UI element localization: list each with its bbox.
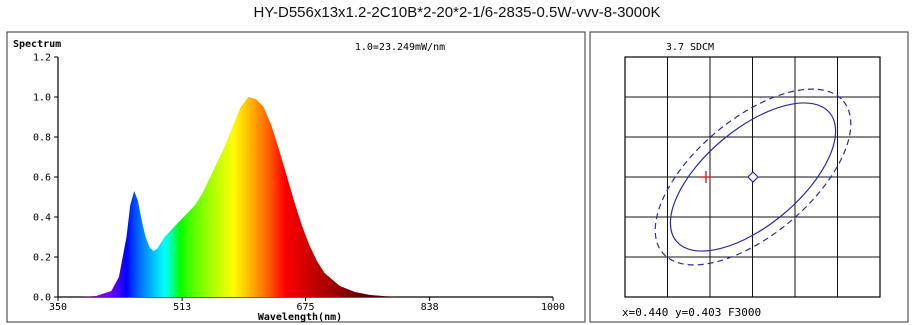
y-tick-label: 0.8 — [33, 133, 51, 144]
diamond-icon — [747, 171, 759, 183]
chromaticity-readout: x=0.440 y=0.403 F3000 — [622, 306, 761, 319]
x-tick-label: 350 — [49, 302, 67, 313]
sdcm-panel-frame — [589, 31, 909, 323]
spectrum-ylabel: Spectrum — [13, 39, 61, 50]
y-tick-label: 0.2 — [33, 253, 51, 264]
x-tick-label: 1000 — [541, 302, 565, 313]
y-tick-label: 1.2 — [33, 53, 51, 64]
chart-main-title: HY-D556x13x1.2-2C10B*2-20*2-1/6-2835-0.5… — [253, 4, 661, 21]
spectrum-y-ticks: 0.0 0.2 0.4 0.6 0.8 1.0 1.2 — [33, 53, 58, 304]
spectrum-series — [80, 97, 401, 297]
spectrum-area — [80, 97, 401, 297]
sdcm-ellipses — [654, 88, 852, 266]
sdcm-title: 3.7 SDCM — [666, 42, 714, 53]
spectrum-scale-title: 1.0=23.249mW/nm — [355, 42, 445, 53]
macadam-ellipse-outer — [654, 88, 852, 266]
y-tick-label: 0.0 — [33, 293, 51, 304]
x-tick-label: 675 — [296, 302, 314, 313]
macadam-ellipse-inner — [669, 102, 837, 252]
y-tick-label: 0.6 — [33, 173, 51, 184]
spectrum-panel-frame — [6, 31, 586, 323]
y-tick-label: 0.4 — [33, 213, 51, 224]
spectrum-xlabel: Wavelength(nm) — [258, 312, 342, 323]
y-tick-label: 1.0 — [33, 93, 51, 104]
x-tick-label: 513 — [173, 302, 191, 313]
plus-icon — [700, 171, 712, 183]
x-tick-label: 838 — [421, 302, 439, 313]
spectrum-x-ticks: 350 513 675 838 1000 — [49, 297, 565, 313]
